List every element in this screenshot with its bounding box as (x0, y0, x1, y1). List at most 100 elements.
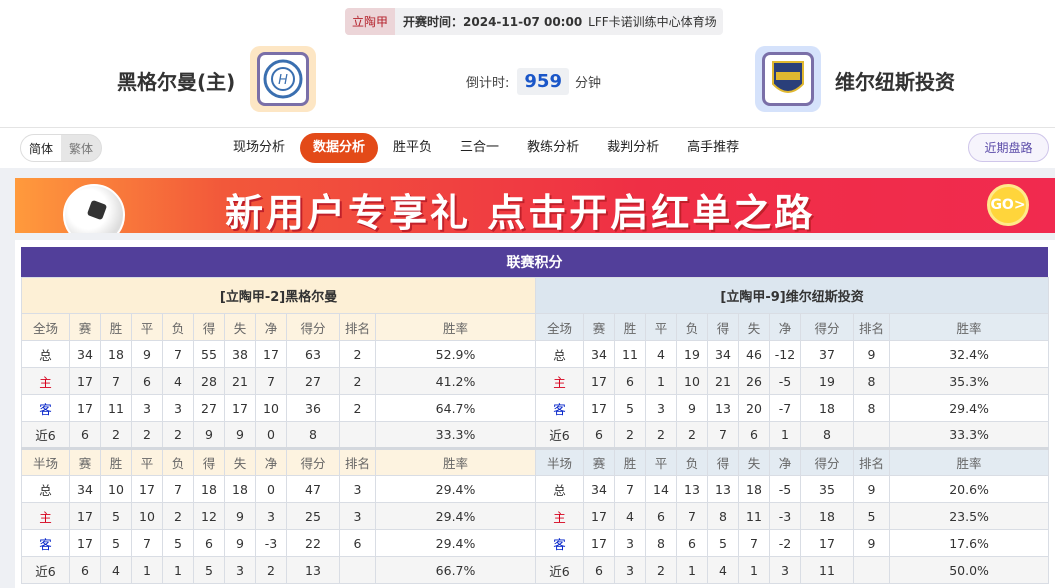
language-toggle[interactable]: 简体 繁体 (20, 134, 102, 162)
stat-cell: 13 (707, 475, 739, 503)
stat-cell: 2 (162, 421, 194, 449)
stat-cell: 6 (339, 529, 376, 557)
stat-cell: 6 (193, 529, 225, 557)
lang-traditional[interactable]: 繁体 (68, 141, 93, 156)
row-label: 客 (535, 529, 584, 557)
stat-cell: 6 (583, 421, 615, 449)
stat-cell: 12 (193, 502, 225, 530)
stat-cell: 64.7% (374, 394, 537, 422)
divider (0, 127, 1055, 128)
column-header: 赛 (69, 447, 101, 476)
row-label: 主 (535, 367, 584, 395)
stat-cell: 7 (162, 340, 194, 368)
stat-cell: 33.3% (374, 421, 537, 449)
lang-simplified[interactable]: 简体 (21, 135, 61, 161)
home-team-name[interactable]: 黑格尔曼(主) (117, 70, 236, 94)
stat-cell: 4 (614, 502, 646, 530)
away-standings-table: [立陶甲-9]维尔纽斯投资 全场赛胜平负得失净得分 排名 胜率总 34 11 4 19 34 46… (534, 277, 1050, 584)
tab-0[interactable]: 现场分析 (233, 140, 286, 155)
tab-3[interactable]: 三合一 (460, 140, 500, 155)
stat-cell: 5 (100, 529, 132, 557)
column-header: 净 (769, 313, 801, 341)
row-label: 总 (535, 340, 584, 368)
stat-cell: 7 (738, 529, 770, 557)
away-crest-icon (772, 61, 804, 93)
stat-cell: 11 (100, 394, 132, 422)
stat-cell: 2 (614, 421, 646, 449)
column-header: 胜 (100, 447, 132, 476)
stat-cell: 10 (676, 367, 708, 395)
column-header: 排名 (853, 313, 890, 341)
column-header: 净 (255, 447, 287, 476)
stat-cell: 5 (162, 529, 194, 557)
stat-cell: 7 (676, 502, 708, 530)
column-header: 平 (645, 447, 677, 476)
stat-cell: 6 (69, 421, 101, 449)
column-header: 胜率 (374, 313, 537, 341)
home-standings: [立陶甲-2]黑格尔曼 全场赛胜平负得失净得分 排名 胜率总 34 18 9 7 55 38 17 6… (20, 277, 537, 584)
stat-cell: 13 (707, 394, 739, 422)
stat-cell: 4 (100, 556, 132, 584)
match-info-bar: 立陶甲 开赛时间： 2024-11-07 00:00 LFF卡诺训练中心体育场 (345, 8, 723, 35)
tab-2[interactable]: 胜平负 (393, 140, 433, 155)
column-header: 净 (769, 447, 801, 476)
stat-cell: 1 (162, 556, 194, 584)
league-tag[interactable]: 立陶甲 (345, 8, 396, 35)
stat-cell: 5 (853, 502, 890, 530)
stat-cell: 18 (738, 475, 770, 503)
stat-cell: 20.6% (888, 475, 1050, 503)
stat-cell: 3 (614, 556, 646, 584)
stat-cell: 4 (162, 367, 194, 395)
countdown: 倒计时: 959 分钟 (466, 68, 601, 95)
stat-cell: 32.4% (888, 340, 1050, 368)
stat-cell: 6 (738, 421, 770, 449)
home-team-logo[interactable]: H (250, 46, 316, 112)
column-header: 负 (676, 313, 708, 341)
column-header: 负 (676, 447, 708, 476)
full-time-label: 全场 (21, 313, 70, 341)
away-team-name[interactable]: 维尔纽斯投资 (835, 70, 955, 94)
stat-cell: 27 (193, 394, 225, 422)
tab-1[interactable]: 数据分析 (300, 133, 379, 163)
analysis-tabs: 现场分析 数据分析 胜平负 三合一 教练分析 裁判分析 高手推荐 (220, 133, 754, 163)
standings-title: 联赛积分 (21, 247, 1048, 277)
table-row: 近6 6 3 2 1 4 1 3 11 50.0% (535, 556, 1050, 584)
promo-banner[interactable]: 新用户专享礼 点击开启红单之路 GO> (15, 178, 1055, 233)
banner-go-button[interactable]: GO> (987, 184, 1029, 226)
stat-cell: 18 (224, 475, 256, 503)
stat-cell: 6 (645, 502, 677, 530)
row-label: 客 (21, 529, 70, 557)
stat-cell: 3 (769, 556, 801, 584)
home-standings-table: [立陶甲-2]黑格尔曼 全场赛胜平负得失净得分 排名 胜率总 34 18 9 7 55 38 17 6… (20, 277, 537, 584)
stat-cell: 10 (255, 394, 287, 422)
stat-cell: 41.2% (374, 367, 537, 395)
stat-cell: 8 (707, 502, 739, 530)
table-row: 客 17 3 8 6 5 7 -2 17 9 17.6% (535, 529, 1050, 557)
tab-6[interactable]: 高手推荐 (687, 140, 740, 155)
column-header: 胜 (614, 313, 646, 341)
stat-cell: 6 (69, 556, 101, 584)
stat-cell: 9 (853, 529, 890, 557)
away-team-logo[interactable] (755, 46, 821, 112)
column-header: 净 (255, 313, 287, 341)
table-row: 近6 6 4 1 1 5 3 2 13 66.7% (21, 556, 537, 584)
stat-cell: 36 (286, 394, 340, 422)
countdown-unit: 分钟 (574, 76, 601, 91)
tab-4[interactable]: 教练分析 (527, 140, 580, 155)
svg-text:H: H (278, 73, 288, 88)
column-header: 得 (193, 447, 225, 476)
stat-cell: 28 (193, 367, 225, 395)
column-header: 平 (645, 313, 677, 341)
stat-cell: 3 (614, 529, 646, 557)
stat-cell: 21 (707, 367, 739, 395)
recent-handicap-button[interactable]: 近期盘路 (968, 133, 1049, 162)
tab-5[interactable]: 裁判分析 (607, 140, 660, 155)
stat-cell: 6 (614, 367, 646, 395)
stat-cell: 5 (193, 556, 225, 584)
stat-cell (853, 421, 890, 449)
stat-cell: 9 (853, 475, 890, 503)
row-label: 近6 (535, 421, 584, 449)
stat-cell: 29.4% (374, 529, 537, 557)
stat-cell: 6 (131, 367, 163, 395)
stat-cell: 34 (583, 475, 615, 503)
